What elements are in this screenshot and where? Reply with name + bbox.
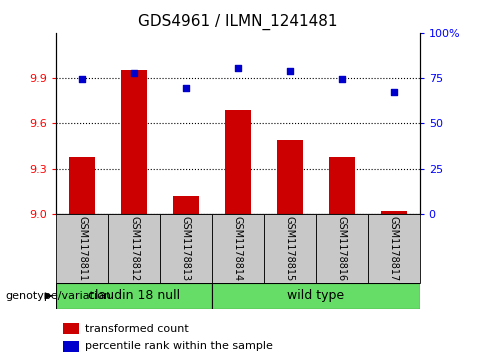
Text: GSM1178816: GSM1178816 — [337, 216, 347, 281]
Point — [130, 70, 138, 76]
Text: wild type: wild type — [287, 289, 345, 302]
Bar — [56, 283, 212, 309]
Bar — [381, 211, 407, 214]
Bar — [225, 110, 251, 214]
Point — [338, 76, 346, 82]
Bar — [173, 196, 199, 214]
Text: GSM1178812: GSM1178812 — [129, 216, 139, 281]
Text: genotype/variation: genotype/variation — [5, 291, 111, 301]
Text: transformed count: transformed count — [85, 324, 189, 334]
Bar — [368, 214, 420, 283]
Text: GSM1178811: GSM1178811 — [77, 216, 87, 281]
Text: claudin 18 null: claudin 18 null — [88, 289, 180, 302]
Title: GDS4961 / ILMN_1241481: GDS4961 / ILMN_1241481 — [138, 14, 338, 30]
Point — [286, 68, 294, 74]
Bar — [69, 157, 95, 214]
Bar — [56, 214, 108, 283]
Bar — [316, 214, 368, 283]
Point — [78, 76, 86, 82]
Text: GSM1178815: GSM1178815 — [285, 216, 295, 281]
Point — [234, 65, 242, 71]
Point — [390, 89, 398, 95]
Bar — [212, 214, 264, 283]
Bar — [121, 70, 147, 214]
Bar — [160, 214, 212, 283]
Bar — [108, 214, 160, 283]
Text: GSM1178817: GSM1178817 — [389, 216, 399, 281]
Bar — [277, 140, 303, 214]
Text: GSM1178814: GSM1178814 — [233, 216, 243, 281]
Bar — [63, 340, 79, 351]
Point — [182, 85, 190, 91]
Bar — [264, 214, 316, 283]
Text: percentile rank within the sample: percentile rank within the sample — [85, 341, 273, 351]
Bar — [63, 323, 79, 334]
Bar — [212, 283, 420, 309]
Text: GSM1178813: GSM1178813 — [181, 216, 191, 281]
Bar — [329, 157, 355, 214]
